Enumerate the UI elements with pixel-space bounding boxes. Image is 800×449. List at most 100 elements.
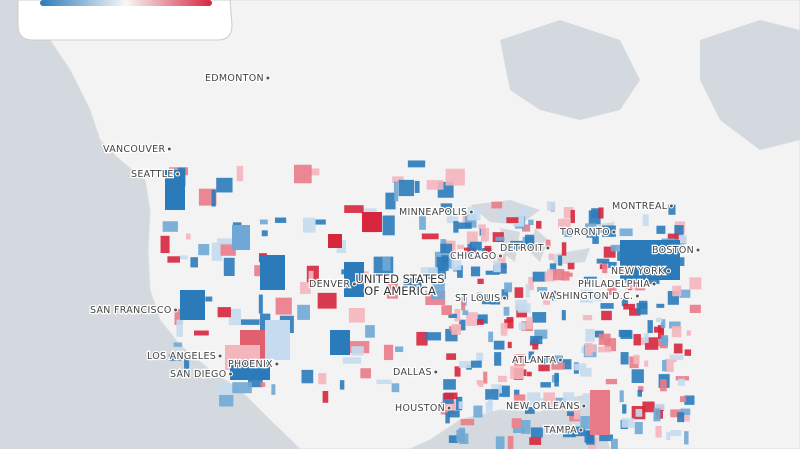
- county: [309, 168, 320, 176]
- county: [500, 211, 506, 221]
- county: [385, 192, 396, 210]
- county: [518, 322, 526, 331]
- county: [562, 392, 575, 401]
- county: [342, 357, 362, 364]
- county: [513, 428, 525, 433]
- city-dot: [611, 229, 617, 235]
- city-dot: [634, 293, 640, 299]
- county: [514, 354, 526, 366]
- county: [330, 330, 350, 355]
- county: [551, 429, 557, 438]
- county: [232, 382, 252, 394]
- county: [198, 244, 210, 256]
- county: [514, 389, 520, 396]
- county: [674, 225, 684, 239]
- county: [528, 351, 535, 360]
- county: [647, 320, 653, 334]
- county: [230, 360, 270, 380]
- county: [547, 354, 552, 361]
- city-dot: [433, 369, 439, 375]
- county: [620, 352, 629, 365]
- county: [681, 412, 690, 422]
- county: [635, 282, 646, 291]
- county: [603, 246, 616, 258]
- city-dot: [274, 361, 280, 367]
- county: [538, 364, 550, 372]
- county: [620, 240, 680, 280]
- county: [671, 326, 682, 338]
- county: [180, 290, 205, 320]
- county: [657, 324, 665, 339]
- county: [621, 418, 635, 428]
- county: [499, 385, 510, 397]
- county: [607, 285, 617, 295]
- county: [160, 235, 170, 254]
- county: [190, 257, 198, 268]
- county: [318, 373, 327, 385]
- county: [667, 233, 679, 240]
- city-label: DENVER: [309, 279, 350, 290]
- county: [476, 292, 482, 299]
- city-label: NEW ORLEANS: [506, 401, 580, 412]
- county: [549, 355, 563, 363]
- county: [590, 390, 610, 435]
- county: [600, 303, 614, 309]
- county: [525, 283, 530, 298]
- county: [677, 378, 685, 386]
- county: [574, 363, 587, 371]
- county: [162, 221, 178, 232]
- county: [223, 257, 235, 277]
- county: [173, 342, 183, 347]
- county: [460, 418, 475, 426]
- county: [495, 436, 505, 449]
- city-label: WASHINGTON D.C.: [540, 291, 633, 302]
- county: [454, 308, 461, 322]
- county: [619, 228, 633, 237]
- county: [660, 319, 666, 329]
- county: [448, 313, 457, 318]
- county: [610, 244, 622, 252]
- county: [625, 284, 635, 290]
- city-label: ATLANTA: [512, 355, 557, 366]
- county: [673, 343, 683, 354]
- county: [458, 222, 472, 229]
- county: [601, 310, 612, 321]
- county: [216, 177, 233, 193]
- county: [240, 319, 260, 325]
- county: [619, 390, 624, 403]
- county: [668, 204, 676, 215]
- county: [599, 434, 614, 442]
- county: [275, 297, 292, 315]
- county: [414, 180, 420, 193]
- city-dot: [497, 253, 503, 259]
- county: [689, 304, 701, 313]
- county: [441, 305, 452, 316]
- county: [536, 220, 542, 229]
- county: [511, 418, 522, 429]
- legend: [17, 0, 233, 41]
- city-dot: [265, 75, 271, 81]
- county: [637, 386, 644, 392]
- county: [623, 303, 636, 310]
- county: [653, 408, 661, 422]
- city-dot: [501, 295, 507, 301]
- city-label: EDMONTON: [205, 73, 264, 84]
- city-dot: [173, 307, 179, 313]
- county: [497, 254, 506, 268]
- county: [476, 380, 483, 385]
- city-dot: [351, 281, 357, 287]
- county: [526, 316, 533, 330]
- city-label: LOS ANGELES: [147, 351, 216, 362]
- county: [493, 340, 505, 350]
- county: [293, 164, 312, 184]
- county: [395, 346, 404, 353]
- county: [383, 344, 394, 361]
- county: [491, 201, 503, 209]
- county: [473, 405, 483, 418]
- county: [543, 392, 556, 405]
- county: [503, 306, 510, 316]
- county: [217, 307, 231, 318]
- county: [546, 201, 556, 211]
- county: [485, 270, 500, 275]
